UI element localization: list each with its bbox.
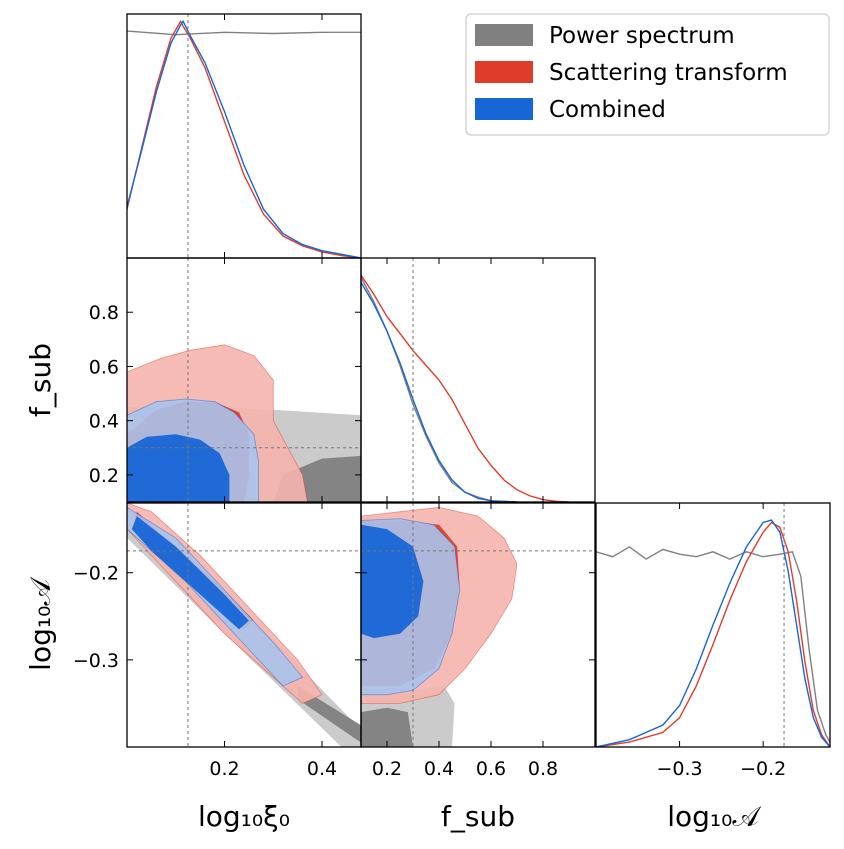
y-tick-label: 0.2 (89, 465, 119, 487)
legend-label-scatter: Scattering transform (549, 60, 788, 86)
contour-power-inner (297, 686, 361, 743)
x-tick-label: 0.2 (372, 758, 402, 780)
x-tick-label: 0.6 (476, 758, 506, 780)
marginal-line-scatter (127, 19, 361, 258)
x-tick-label: 0.2 (209, 758, 239, 780)
x-tick-label: −0.3 (657, 758, 703, 780)
x-axis-label-log10_xi0: log₁₀ξ₀ (198, 800, 290, 833)
contour-power-inner (361, 707, 413, 747)
marginal-panel-log10_A (596, 519, 830, 747)
marginal-line-power (127, 30, 361, 36)
contour-panel-log10_A_vs_log10_xi0 (127, 503, 361, 747)
panel-frame (360, 502, 596, 748)
x-tick-label: 0.4 (424, 758, 454, 780)
marginal-line-combined (127, 19, 361, 258)
contour-combined-inner (361, 524, 424, 639)
y-axis-label-f_sub: f_sub (24, 343, 57, 417)
panel-frame (595, 502, 831, 748)
contour-combined-inner (131, 516, 249, 630)
contour-panel-f_sub_vs_log10_xi0 (127, 344, 361, 502)
marginal-line-power (596, 546, 830, 743)
panel-frame (360, 257, 596, 503)
legend-label-power: Power spectrum (549, 23, 735, 49)
contour-combined-inner (127, 434, 230, 502)
x-axis-label-f_sub: f_sub (441, 800, 515, 833)
x-tick-label: −0.2 (740, 758, 786, 780)
truth-lines-0-1 (127, 258, 361, 502)
legend-box (465, 13, 830, 136)
panel-frame (126, 13, 362, 259)
marginal-panel-log10_xi0 (127, 19, 361, 258)
y-tick-label: −0.2 (73, 563, 119, 585)
legend-swatch-combined (475, 98, 533, 120)
legend-label-combined: Combined (549, 97, 666, 123)
legend-swatch-scatter (475, 61, 533, 83)
marginal-line-scatter (596, 521, 830, 747)
legend: Power spectrum Scattering transform Combin… (465, 13, 830, 136)
x-tick-label: 0.8 (528, 758, 558, 780)
y-axis-label-log10_A: log₁₀𝒜 (24, 576, 57, 671)
marginal-line-combined (361, 282, 518, 502)
legend-swatch-power (475, 24, 533, 46)
marginal-line-combined (596, 519, 830, 747)
y-tick-label: 0.4 (89, 411, 119, 433)
truth-lines-1-2 (361, 503, 595, 747)
y-tick-label: −0.3 (73, 650, 119, 672)
y-tick-label: 0.6 (89, 356, 119, 378)
truth-lines-0-2 (127, 503, 361, 747)
contour-panel-log10_A_vs_f_sub (361, 506, 518, 747)
y-tick-label: 0.8 (89, 302, 119, 324)
x-axis-label-log10_A: log₁₀𝒜 (667, 800, 762, 833)
marginal-line-scatter (361, 274, 570, 502)
marginal-panel-f_sub (361, 274, 570, 502)
x-tick-label: 0.4 (307, 758, 337, 780)
